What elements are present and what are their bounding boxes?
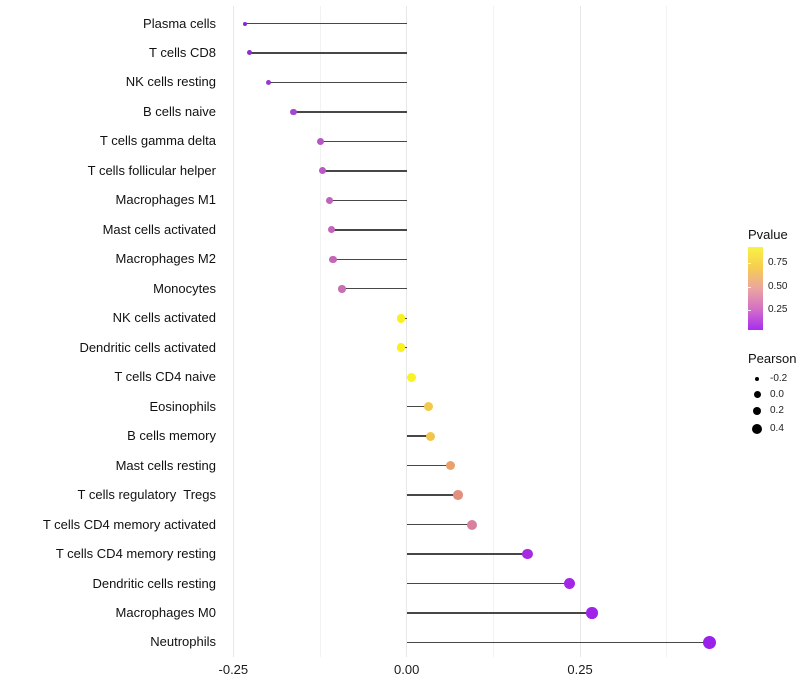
- pearson-legend-title: Pearson: [748, 351, 797, 366]
- major-gridline: [232, 6, 234, 657]
- category-label: Plasma cells: [143, 15, 216, 31]
- category-label: Macrophages M2: [115, 251, 216, 267]
- lollipop-dot: [290, 108, 297, 116]
- lollipop-stem: [406, 641, 709, 644]
- pvalue-tick-label: 0.50: [768, 280, 788, 292]
- category-label: Eosinophils: [149, 398, 217, 414]
- category-label: T cells CD4 memory activated: [42, 516, 216, 532]
- lollipop-dot: [317, 137, 325, 145]
- lollipop-stem: [406, 494, 458, 496]
- major-gridline: [406, 6, 408, 657]
- minor-gridline: [666, 6, 668, 657]
- pearson-legend-dot: [754, 376, 760, 382]
- lollipop-dot: [426, 431, 436, 441]
- lollipop-dot: [328, 226, 336, 234]
- lollipop-stem: [249, 52, 407, 54]
- lollipop-dot: [466, 519, 477, 530]
- lollipop-dot: [702, 635, 716, 649]
- lollipop-stem: [320, 140, 407, 143]
- lollipop-stem: [342, 288, 407, 290]
- category-label: T cells CD4 naive: [114, 369, 216, 385]
- lollipop-stem: [331, 229, 407, 231]
- x-tick-label: 0.00: [394, 662, 420, 677]
- pearson-legend-dot: [753, 391, 761, 398]
- pearson-legend-dot: [752, 406, 762, 416]
- category-label: Mast cells resting: [115, 457, 216, 473]
- pearson-legend-label: 0.0: [770, 388, 784, 400]
- lollipop-stem: [333, 258, 407, 260]
- category-label: NK cells activated: [112, 310, 216, 326]
- lollipop-dot: [338, 285, 346, 293]
- lollipop-stem: [329, 199, 407, 202]
- lollipop-stem: [322, 170, 407, 172]
- lollipop-dot: [247, 50, 253, 56]
- category-label: Dendritic cells activated: [79, 339, 216, 355]
- lollipop-stem: [406, 405, 429, 408]
- lollipop-dot: [396, 314, 406, 323]
- category-label: Monocytes: [153, 280, 216, 296]
- lollipop-dot: [329, 255, 337, 264]
- lollipop-dot: [522, 548, 533, 560]
- lollipop-dot: [265, 79, 272, 86]
- pearson-legend-dot: [752, 424, 762, 434]
- lollipop-dot: [586, 607, 598, 619]
- pearson-legend-label: 0.2: [770, 405, 784, 416]
- category-label: Macrophages M0: [115, 605, 216, 621]
- lollipop-dot: [445, 460, 456, 471]
- pearson-legend-label: 0.4: [770, 423, 784, 434]
- lollipop-dot: [396, 343, 406, 352]
- category-label: Dendritic cells resting: [92, 575, 216, 591]
- pvalue-colorbar-tick: [748, 262, 751, 264]
- lollipop-stem: [406, 523, 472, 526]
- lollipop-stem: [406, 612, 592, 614]
- category-label: T cells CD8: [149, 44, 216, 60]
- pvalue-tick-label: 0.75: [768, 256, 788, 268]
- category-label: T cells regulatory Tregs: [77, 487, 216, 503]
- pvalue-tick-label: 0.25: [768, 303, 788, 315]
- category-label: T cells gamma delta: [99, 133, 216, 149]
- lollipop-stem: [406, 435, 431, 437]
- pvalue-colorbar: [748, 247, 763, 330]
- category-label: Neutrophils: [150, 634, 216, 650]
- pvalue-legend-title: Pvalue: [748, 227, 788, 242]
- lollipop-stem: [406, 553, 528, 555]
- lollipop-dot: [325, 196, 333, 204]
- lollipop-stem: [406, 464, 451, 467]
- category-label: T cells follicular helper: [87, 162, 216, 178]
- minor-gridline: [319, 6, 321, 657]
- lollipop-dot: [243, 21, 248, 26]
- lollipop-dot: [407, 372, 417, 382]
- pvalue-colorbar-tick: [748, 286, 751, 288]
- minor-gridline: [492, 6, 494, 657]
- category-label: B cells memory: [127, 428, 216, 444]
- lollipop-stem: [268, 81, 407, 84]
- category-label: Mast cells activated: [102, 221, 216, 237]
- lollipop-dot: [319, 167, 327, 175]
- lollipop-stem: [293, 111, 407, 113]
- major-gridline: [579, 6, 581, 657]
- pvalue-colorbar-tick: [748, 309, 751, 311]
- lollipop-stem: [406, 582, 570, 585]
- lollipop-dot: [564, 578, 576, 590]
- x-tick-label: 0.25: [567, 662, 593, 677]
- lollipop-dot: [453, 490, 463, 500]
- x-tick-label: -0.25: [218, 662, 249, 677]
- category-label: B cells naive: [143, 103, 216, 119]
- lollipop-dot: [423, 402, 433, 412]
- category-label: T cells CD4 memory resting: [55, 546, 216, 562]
- category-label: Macrophages M1: [115, 192, 216, 208]
- pearson-legend-label: -0.2: [770, 373, 788, 384]
- category-label: NK cells resting: [125, 74, 216, 90]
- lollipop-stem: [245, 22, 407, 25]
